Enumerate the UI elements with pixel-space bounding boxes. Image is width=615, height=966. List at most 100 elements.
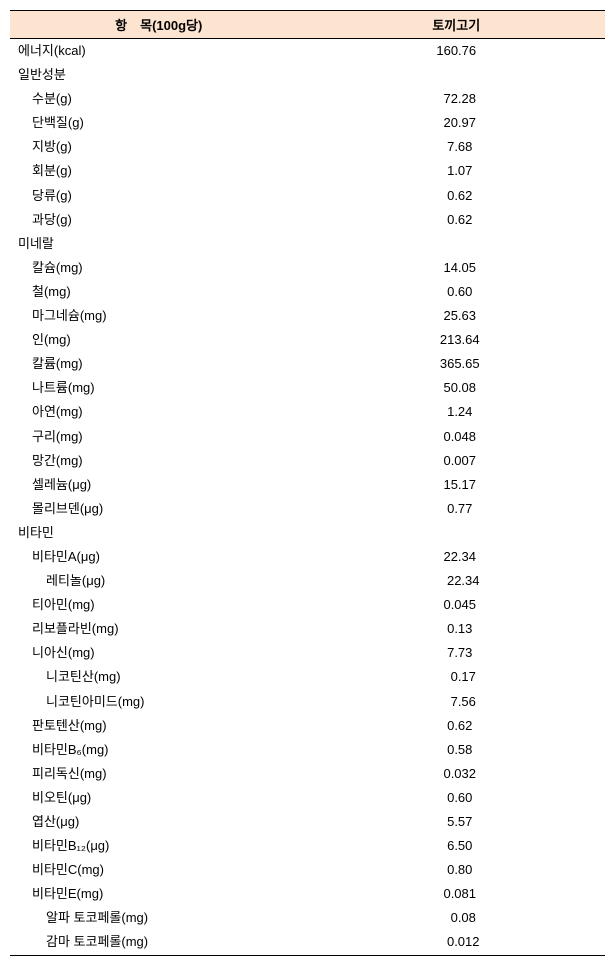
row-value: 0.62 [315,208,606,232]
row-value: 0.045 [315,593,606,617]
row-value: 0.081 [315,882,606,906]
row-value: 25.63 [315,304,606,328]
table-row: 마그네슘(mg)25.63 [10,304,605,328]
row-value: 0.012 [322,930,606,954]
row-value: 7.68 [315,135,606,159]
row-label: 단백질(g) [10,111,315,135]
row-label: 지방(g) [10,135,315,159]
row-label: 아연(mg) [10,400,315,424]
row-label: 비타민 [10,521,308,545]
row-value: 0.08 [322,906,606,930]
table-row: 니코틴산(mg)0.17 [10,665,605,689]
row-value: 160.76 [308,39,606,63]
row-label: 칼슘(mg) [10,256,315,280]
row-value: 1.07 [315,159,606,183]
row-value: 15.17 [315,473,606,497]
row-label: 비타민E(mg) [10,882,315,906]
row-value: 0.62 [315,184,606,208]
row-label: 피리독신(mg) [10,762,315,786]
row-label: 수분(g) [10,87,315,111]
table-row: 아연(mg)1.24 [10,400,605,424]
row-label: 니코틴산(mg) [10,665,322,689]
table-row: 니아신(mg)7.73 [10,641,605,665]
row-label: 구리(mg) [10,425,315,449]
table-row: 니코틴아미드(mg)7.56 [10,690,605,714]
row-value: 7.73 [315,641,606,665]
row-label: 리보플라빈(mg) [10,617,315,641]
table-row: 구리(mg)0.048 [10,425,605,449]
row-value: 0.80 [315,858,606,882]
table-row: 셀레늄(μg)15.17 [10,473,605,497]
row-value: 22.34 [315,545,606,569]
row-value [308,63,606,87]
table-row: 당류(g)0.62 [10,184,605,208]
row-label: 엽산(μg) [10,810,315,834]
row-label: 니코틴아미드(mg) [10,690,322,714]
header-col-2: 토끼고기 [308,11,606,38]
row-label: 비타민C(mg) [10,858,315,882]
table-row: 비타민C(mg)0.80 [10,858,605,882]
row-label: 레티놀(μg) [10,569,322,593]
table-row: 회분(g)1.07 [10,159,605,183]
row-value: 0.048 [315,425,606,449]
row-value: 20.97 [315,111,606,135]
row-value: 72.28 [315,87,606,111]
table-row: 비타민A(μg)22.34 [10,545,605,569]
row-value: 0.58 [315,738,606,762]
table-row: 판토텐산(mg)0.62 [10,714,605,738]
row-value: 0.007 [315,449,606,473]
row-label: 비타민B₁₂(μg) [10,834,315,858]
row-label: 비오틴(μg) [10,786,315,810]
row-label: 비타민B₆(mg) [10,738,315,762]
row-value: 0.60 [315,280,606,304]
row-value: 50.08 [315,376,606,400]
row-label: 니아신(mg) [10,641,315,665]
table-row: 레티놀(μg)22.34 [10,569,605,593]
row-value [308,232,606,256]
table-row: 알파 토코페롤(mg)0.08 [10,906,605,930]
table-row: 엽산(μg)5.57 [10,810,605,834]
row-label: 몰리브덴(μg) [10,497,315,521]
row-label: 일반성분 [10,63,308,87]
row-value: 365.65 [315,352,606,376]
table-row: 과당(g)0.62 [10,208,605,232]
row-value [308,521,606,545]
row-label: 판토텐산(mg) [10,714,315,738]
row-label: 알파 토코페롤(mg) [10,906,322,930]
row-label: 티아민(mg) [10,593,315,617]
row-label: 비타민A(μg) [10,545,315,569]
table-row: 칼륨(mg)365.65 [10,352,605,376]
table-row: 비타민E(mg)0.081 [10,882,605,906]
table-row: 몰리브덴(μg)0.77 [10,497,605,521]
table-row: 인(mg)213.64 [10,328,605,352]
table-row: 지방(g)7.68 [10,135,605,159]
table-row: 수분(g)72.28 [10,87,605,111]
row-label: 에너지(kcal) [10,39,308,63]
nutrition-table: 항 목(100g당) 토끼고기 에너지(kcal)160.76일반성분수분(g)… [10,10,605,956]
row-label: 과당(g) [10,208,315,232]
row-value: 0.032 [315,762,606,786]
table-row: 리보플라빈(mg)0.13 [10,617,605,641]
table-row: 티아민(mg)0.045 [10,593,605,617]
table-row: 비타민 [10,521,605,545]
table-row: 철(mg)0.60 [10,280,605,304]
row-label: 칼륨(mg) [10,352,315,376]
row-label: 셀레늄(μg) [10,473,315,497]
row-label: 나트륨(mg) [10,376,315,400]
table-row: 단백질(g)20.97 [10,111,605,135]
table-row: 칼슘(mg)14.05 [10,256,605,280]
table-row: 미네랄 [10,232,605,256]
table-row: 비타민B₁₂(μg)6.50 [10,834,605,858]
row-value: 14.05 [315,256,606,280]
table-row: 에너지(kcal)160.76 [10,39,605,63]
table-row: 비타민B₆(mg)0.58 [10,738,605,762]
row-value: 0.62 [315,714,606,738]
row-value: 0.77 [315,497,606,521]
row-value: 6.50 [315,834,606,858]
row-label: 당류(g) [10,184,315,208]
row-label: 인(mg) [10,328,315,352]
table-row: 피리독신(mg)0.032 [10,762,605,786]
row-label: 감마 토코페롤(mg) [10,930,322,954]
row-label: 미네랄 [10,232,308,256]
row-value: 213.64 [315,328,606,352]
